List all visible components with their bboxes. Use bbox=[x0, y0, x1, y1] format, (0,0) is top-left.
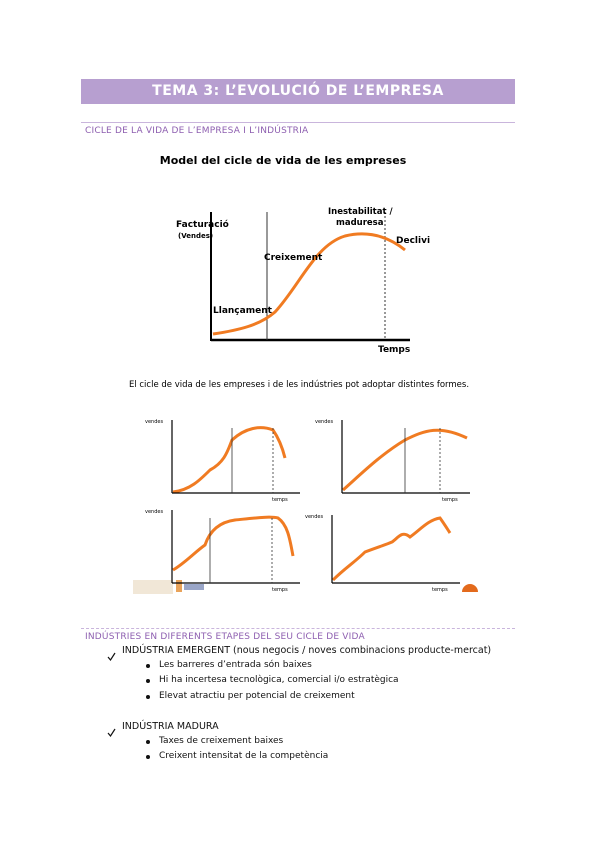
bullet-dot bbox=[146, 694, 150, 699]
list-item: INDÚSTRIA MADURA bbox=[122, 720, 219, 732]
x-label: temps bbox=[272, 497, 288, 503]
sub-item: Creixent intensitat de la competència bbox=[159, 751, 329, 762]
logo bbox=[184, 584, 204, 590]
caption: El cicle de vida de les empreses i de le… bbox=[129, 380, 469, 390]
section-heading: CICLE DE LA VIDA DE L’EMPRESA I L’INDÚST… bbox=[85, 126, 309, 136]
curve bbox=[212, 232, 406, 336]
y-label: vendes bbox=[145, 509, 163, 515]
x-label: temps bbox=[272, 587, 288, 593]
y-label: vendes bbox=[315, 419, 333, 425]
check-icon bbox=[107, 722, 116, 741]
stage-label: Llançament bbox=[213, 306, 273, 316]
rule bbox=[81, 628, 515, 629]
page-title: TEMA 3: L’EVOLUCIÓ DE L’EMPRESA bbox=[81, 79, 515, 104]
bullet-dot bbox=[146, 664, 150, 668]
check-icon bbox=[107, 646, 116, 665]
sub-item: Elevat atractiu per potencial de creixem… bbox=[159, 690, 355, 701]
curve bbox=[331, 516, 452, 582]
figures: Model del cicle de vida de les empreses … bbox=[129, 154, 478, 594]
x-label: temps bbox=[432, 587, 448, 593]
list-item: INDÚSTRIA EMERGENT (nous negocis / noves… bbox=[122, 645, 492, 656]
x-label: Temps bbox=[378, 345, 410, 355]
y-label: vendes bbox=[305, 514, 323, 520]
section-heading: INDÚSTRIES EN DIFERENTS ETAPES DEL SEU C… bbox=[85, 632, 365, 642]
logo bbox=[176, 580, 182, 592]
sub-item: Hi ha incertesa tecnològica, comercial i… bbox=[159, 675, 399, 686]
y-label: Facturació bbox=[176, 219, 229, 230]
y-label: vendes bbox=[145, 419, 163, 425]
x-label: temps bbox=[442, 497, 458, 503]
logo bbox=[133, 580, 173, 594]
curve bbox=[172, 515, 295, 572]
bullet-dot bbox=[146, 755, 150, 760]
logo bbox=[462, 584, 478, 592]
check bbox=[107, 728, 116, 737]
small-charts: vendes temps vendes temps vendes temps vendes t… bbox=[133, 419, 478, 594]
check bbox=[107, 652, 116, 662]
rule bbox=[81, 122, 515, 123]
bullet-dot bbox=[146, 679, 150, 684]
figure-title: Model del cicle de vida de les empreses bbox=[160, 154, 407, 167]
y-sublabel: (Vendes) bbox=[178, 232, 213, 240]
curve bbox=[172, 426, 287, 494]
stage-label: Declivi bbox=[396, 236, 430, 246]
bullet-dot bbox=[146, 739, 150, 744]
sub-item: Les barreres d’entrada són baixes bbox=[159, 660, 312, 670]
sub-item: Taxes de creixement baixes bbox=[159, 735, 284, 746]
stage-label: maduresa bbox=[336, 218, 384, 228]
stage-label: Creixement bbox=[264, 253, 323, 263]
stage-label: Inestabilitat / bbox=[328, 207, 393, 217]
